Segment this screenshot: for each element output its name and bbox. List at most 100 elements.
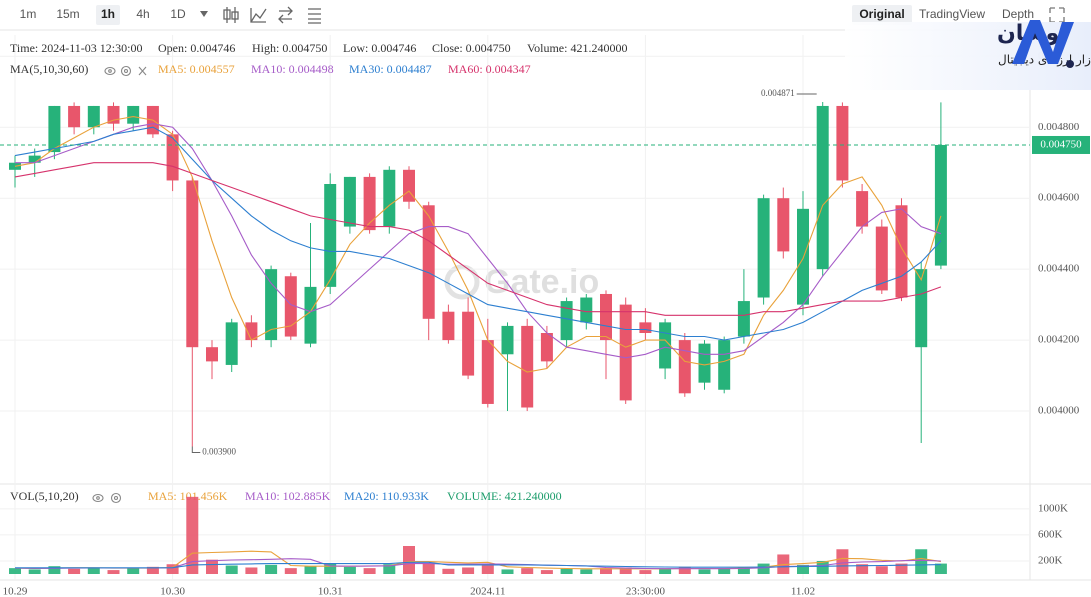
volume-bar	[836, 549, 849, 574]
ma-line	[15, 123, 942, 359]
volume-bar	[797, 564, 809, 574]
legend: MA(5,10,30,60) VOL(5,10,20) VOLUME: 421.…	[10, 62, 562, 504]
volume-bar	[600, 568, 612, 574]
view-button[interactable]: Depth	[1002, 7, 1034, 21]
candle-body	[481, 340, 494, 404]
view-button[interactable]: TradingView	[919, 7, 985, 21]
volume-bar	[560, 568, 573, 574]
candle-body	[206, 347, 218, 362]
candle-body	[875, 226, 888, 291]
candle-body	[580, 297, 593, 323]
info-text: Open: 0.004746	[158, 41, 235, 55]
candle-body	[383, 169, 396, 227]
volume-bar	[363, 568, 376, 574]
y-tick-label: 0.004200	[1038, 334, 1080, 346]
candle-body	[836, 105, 849, 181]
legend-entry: MA20: 110.933K	[344, 489, 429, 503]
candle-body	[521, 325, 534, 408]
volume-bar	[501, 569, 514, 574]
candle-body	[87, 105, 100, 128]
volume-bar	[28, 569, 41, 574]
active-view-bg	[852, 5, 912, 25]
volume-bar	[659, 568, 672, 574]
candle-body	[560, 301, 573, 341]
volume-bar	[521, 568, 534, 574]
volume-bar	[107, 570, 120, 574]
volume-label: VOLUME: 421.240000	[447, 489, 562, 503]
compare-icon[interactable]	[278, 6, 293, 24]
candle-body	[284, 276, 297, 337]
info-text: Close: 0.004750	[432, 41, 511, 55]
active-interval-bg	[96, 5, 120, 25]
candle-body	[68, 105, 81, 128]
x-tick-label: 10.30	[160, 586, 185, 597]
y-tick-label: 1000K	[1038, 502, 1068, 514]
candle-body	[225, 322, 238, 365]
volume-bar	[619, 567, 632, 574]
logo-overlay: نوسان مرجع بازار ارزهای دیجیتال	[845, 20, 1091, 90]
interval-button[interactable]: 4h	[136, 7, 149, 21]
candle-body	[127, 105, 140, 124]
toolbar: 1m 15m 1h 4h 1D Original TradingView Dep…	[0, 5, 1091, 31]
dropdown-icon[interactable]	[200, 11, 208, 17]
volume-bar	[816, 560, 829, 574]
info-text: Volume: 421.240000	[527, 41, 627, 55]
x-tick-label: 2024.11	[470, 586, 505, 597]
volume-bar	[875, 566, 888, 574]
volume-bar	[580, 569, 593, 574]
candle-body	[186, 180, 199, 348]
volume-bar	[383, 564, 396, 574]
volume-bar	[324, 563, 337, 574]
candle-body	[343, 176, 356, 227]
legend-entry: MA10: 0.004498	[251, 62, 334, 76]
volume-bar	[698, 569, 711, 574]
candle-body	[895, 205, 908, 298]
settings-icon[interactable]	[308, 8, 321, 24]
x-tick-label: 10.29	[3, 586, 28, 597]
legend-entry: MA10: 102.885K	[245, 489, 331, 503]
interval-button[interactable]: 1D	[170, 7, 186, 21]
volume-bar	[48, 566, 61, 574]
volume-bar	[462, 567, 475, 574]
candle-body	[934, 144, 947, 266]
candle-body	[698, 343, 711, 383]
candle-body	[639, 322, 652, 333]
volume-bar	[68, 568, 81, 574]
y-tick-label: 0.004000	[1038, 405, 1080, 417]
indicator-icon[interactable]	[250, 8, 267, 23]
volume-bar	[9, 568, 21, 574]
volume-bar	[422, 563, 435, 574]
volume-bar	[737, 567, 750, 574]
candle-body	[915, 269, 928, 348]
volume-bar	[540, 570, 553, 574]
volume-bar	[206, 559, 218, 574]
max-label: 0.004871	[761, 88, 795, 98]
interval-button[interactable]: 15m	[56, 7, 79, 21]
candle-type-icon[interactable]	[223, 7, 239, 23]
volume-bar	[856, 564, 869, 574]
volume-bar	[895, 563, 908, 574]
candle-body	[462, 311, 475, 376]
volume-bar	[934, 563, 947, 574]
candle-body	[304, 286, 317, 344]
volume-bar	[915, 549, 928, 574]
logo-icon	[1012, 20, 1074, 64]
y-tick-label: 0.004600	[1038, 192, 1080, 204]
logo-dot	[1066, 60, 1074, 68]
ma-line	[14, 162, 942, 316]
view-button[interactable]: Original	[859, 7, 904, 21]
legend-title: MA(5,10,30,60)	[10, 62, 88, 76]
info-text: Time: 2024-11-03 12:30:00	[10, 41, 142, 55]
x-tick-label: 11.02	[791, 586, 815, 597]
candle-body	[501, 325, 514, 355]
interval-button[interactable]: 1m	[20, 7, 37, 21]
candle-body	[718, 340, 731, 390]
volume-bar	[343, 566, 356, 574]
legend-icons[interactable]	[92, 65, 147, 504]
y-tick-label: 200K	[1038, 555, 1063, 567]
interval-button[interactable]: 1h	[101, 7, 115, 21]
y-tick-label: 0.004400	[1038, 263, 1080, 275]
y-tick-label: 0.004800	[1038, 121, 1080, 133]
